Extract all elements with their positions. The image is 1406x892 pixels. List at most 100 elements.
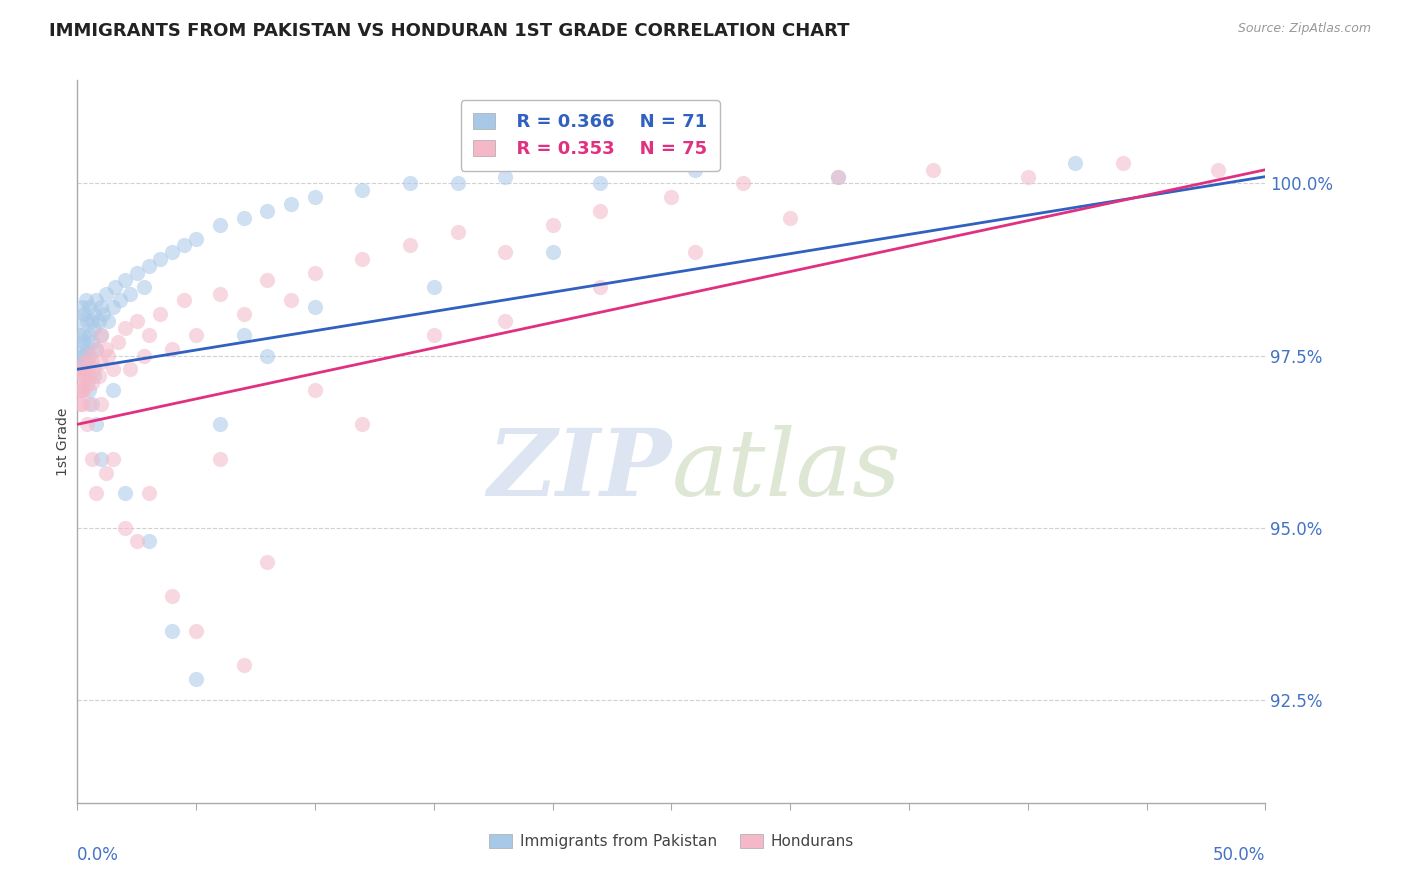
Point [72,369,94,384]
Text: IMMIGRANTS FROM PAKISTAN VS HONDURAN 1ST GRADE CORRELATION CHART: IMMIGRANTS FROM PAKISTAN VS HONDURAN 1ST… [49,22,849,40]
Point [423,279,446,293]
Point [921,162,943,177]
Legend: Immigrants from Pakistan, Hondurans: Immigrants from Pakistan, Hondurans [481,826,862,856]
Point [73,355,96,369]
Point [186,624,208,638]
Point [661,190,683,204]
Point [399,177,422,191]
Point [138,327,160,342]
Point [114,273,136,287]
Point [162,590,184,604]
Point [101,383,124,397]
Point [94,342,117,356]
Point [399,238,422,252]
Point [93,307,115,321]
Point [101,451,124,466]
Point [232,327,254,342]
Point [827,169,849,184]
Point [80,451,103,466]
Point [72,327,94,342]
Point [589,204,612,219]
Point [86,342,108,356]
Point [77,327,100,342]
Point [97,349,120,363]
Point [125,266,148,280]
Point [80,397,103,411]
Point [70,314,93,328]
Point [1206,162,1229,177]
Point [304,383,326,397]
Point [76,342,98,356]
Point [541,218,564,232]
Point [138,486,160,500]
Point [86,293,108,308]
Point [76,314,98,328]
Point [70,383,93,397]
Point [73,355,96,369]
Point [86,417,108,432]
Point [101,301,124,315]
Point [90,301,112,315]
Point [423,327,446,342]
Point [186,231,208,245]
Point [186,672,208,686]
Point [208,218,231,232]
Point [494,245,516,260]
Text: ZIP: ZIP [486,425,672,516]
Point [90,327,112,342]
Point [77,397,100,411]
Point [70,301,93,315]
Text: Source: ZipAtlas.com: Source: ZipAtlas.com [1237,22,1371,36]
Point [77,349,100,363]
Point [80,355,103,369]
Point [83,369,105,384]
Point [589,177,612,191]
Point [70,397,93,411]
Point [73,349,96,363]
Point [118,362,141,376]
Point [683,245,706,260]
Point [80,334,103,349]
Point [90,327,112,342]
Point [77,383,100,397]
Point [208,286,231,301]
Point [138,259,160,273]
Point [97,314,120,328]
Text: 0.0%: 0.0% [77,847,120,864]
Point [589,279,612,293]
Point [352,183,374,197]
Point [70,383,93,397]
Point [77,369,100,384]
Point [173,293,195,308]
Point [162,342,184,356]
Point [83,321,105,335]
Point [107,334,129,349]
Point [149,252,172,267]
Point [731,177,754,191]
Point [83,362,105,376]
Point [80,376,103,390]
Point [232,658,254,673]
Point [280,197,302,211]
Point [118,286,141,301]
Y-axis label: 1st Grade: 1st Grade [56,408,70,475]
Point [72,334,94,349]
Point [70,349,93,363]
Point [76,376,98,390]
Point [70,362,93,376]
Point [104,279,127,293]
Point [280,293,302,308]
Point [77,301,100,315]
Point [446,177,468,191]
Point [256,349,278,363]
Point [173,238,195,252]
Point [186,327,208,342]
Point [73,383,96,397]
Point [256,555,278,569]
Point [77,349,100,363]
Point [76,417,98,432]
Point [125,534,148,549]
Point [208,417,231,432]
Point [70,342,93,356]
Point [149,307,172,321]
